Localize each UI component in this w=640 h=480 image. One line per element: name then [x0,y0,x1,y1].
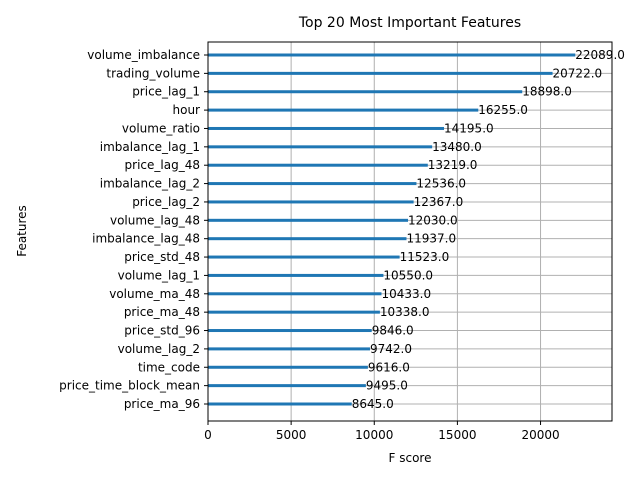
bar-value-label: 16255.0 [478,103,528,117]
bar-value-label: 22089.0 [575,48,625,62]
bar-value-label: 9846.0 [372,324,414,338]
bar [208,90,523,94]
y-tick-label: price_lag_48 [125,158,200,172]
bar-value-label: 8645.0 [352,397,394,411]
y-tick-label: price_time_block_mean [59,379,200,393]
bar [208,218,409,222]
x-tick-label: 20000 [521,428,559,442]
y-tick-label: price_ma_48 [124,305,200,319]
bars [208,53,576,406]
y-tick-label: imbalance_lag_1 [100,140,200,154]
y-tick-label: price_std_48 [124,250,200,264]
bar-value-label: 20722.0 [553,66,603,80]
axis-ticks: 0 5000 10000 15000 20000 volume_imbalancetrad… [59,48,559,442]
bar [208,273,384,277]
x-tick-label: 5000 [276,428,307,442]
y-tick-label: volume_imbalance [87,48,200,62]
bar [208,108,479,112]
bar [208,237,407,241]
bar-value-label: 11523.0 [400,250,450,264]
bar [208,145,433,149]
bar-value-label: 9495.0 [366,379,408,393]
bar-value-label: 12367.0 [414,195,464,209]
bar-value-label: 10433.0 [381,287,431,301]
x-tick-label: 15000 [438,428,476,442]
bar-value-label: 13480.0 [432,140,482,154]
bar-value-label: 12030.0 [408,213,458,227]
y-tick-label: trading_volume [106,66,200,80]
y-tick-label: price_std_96 [124,324,200,338]
bar-value-label: 18898.0 [522,85,572,99]
bar [208,53,576,57]
y-tick-label: price_lag_1 [132,85,200,99]
y-tick-label: volume_lag_48 [110,213,200,227]
bar-value-label: 11937.0 [406,232,456,246]
bar [208,292,382,296]
bar-value-label: 9742.0 [370,342,412,356]
y-tick-label: volume_lag_1 [118,268,200,282]
bar [208,347,370,351]
bar-value-label: 12536.0 [416,177,466,191]
bar [208,402,352,406]
y-tick-label: volume_lag_2 [118,342,200,356]
y-tick-label: imbalance_lag_2 [100,177,200,191]
y-tick-label: imbalance_lag_48 [92,232,200,246]
bar [208,329,372,333]
bar-value-label: 9616.0 [368,360,410,374]
y-tick-label: volume_ratio [122,121,200,135]
x-tick-label: 0 [204,428,212,442]
bar [208,182,417,186]
y-tick-label: volume_ma_48 [109,287,200,301]
chart-title: Top 20 Most Important Features [298,15,521,31]
bar [208,200,414,204]
y-axis-label: Features [15,205,29,257]
bar-value-label: 14195.0 [444,121,494,135]
bar [208,384,366,388]
y-tick-label: price_lag_2 [132,195,200,209]
bar [208,310,380,314]
bar [208,163,428,167]
bar-value-label: 10550.0 [383,268,433,282]
y-tick-label: price_ma_96 [124,397,200,411]
bar-value-label: 13219.0 [428,158,478,172]
x-axis-label: F score [389,451,432,465]
y-tick-label: time_code [138,360,200,374]
y-tick-label: hour [173,103,201,117]
bar-value-label: 10338.0 [380,305,430,319]
bar [208,126,445,130]
x-tick-label: 10000 [355,428,393,442]
bar [208,255,400,259]
bar [208,365,368,369]
plot-frame [207,41,613,422]
bar [208,71,553,75]
value-labels: 22089.0 20722.0 18898.0 16255.0 14195.0 13480… [352,48,625,411]
